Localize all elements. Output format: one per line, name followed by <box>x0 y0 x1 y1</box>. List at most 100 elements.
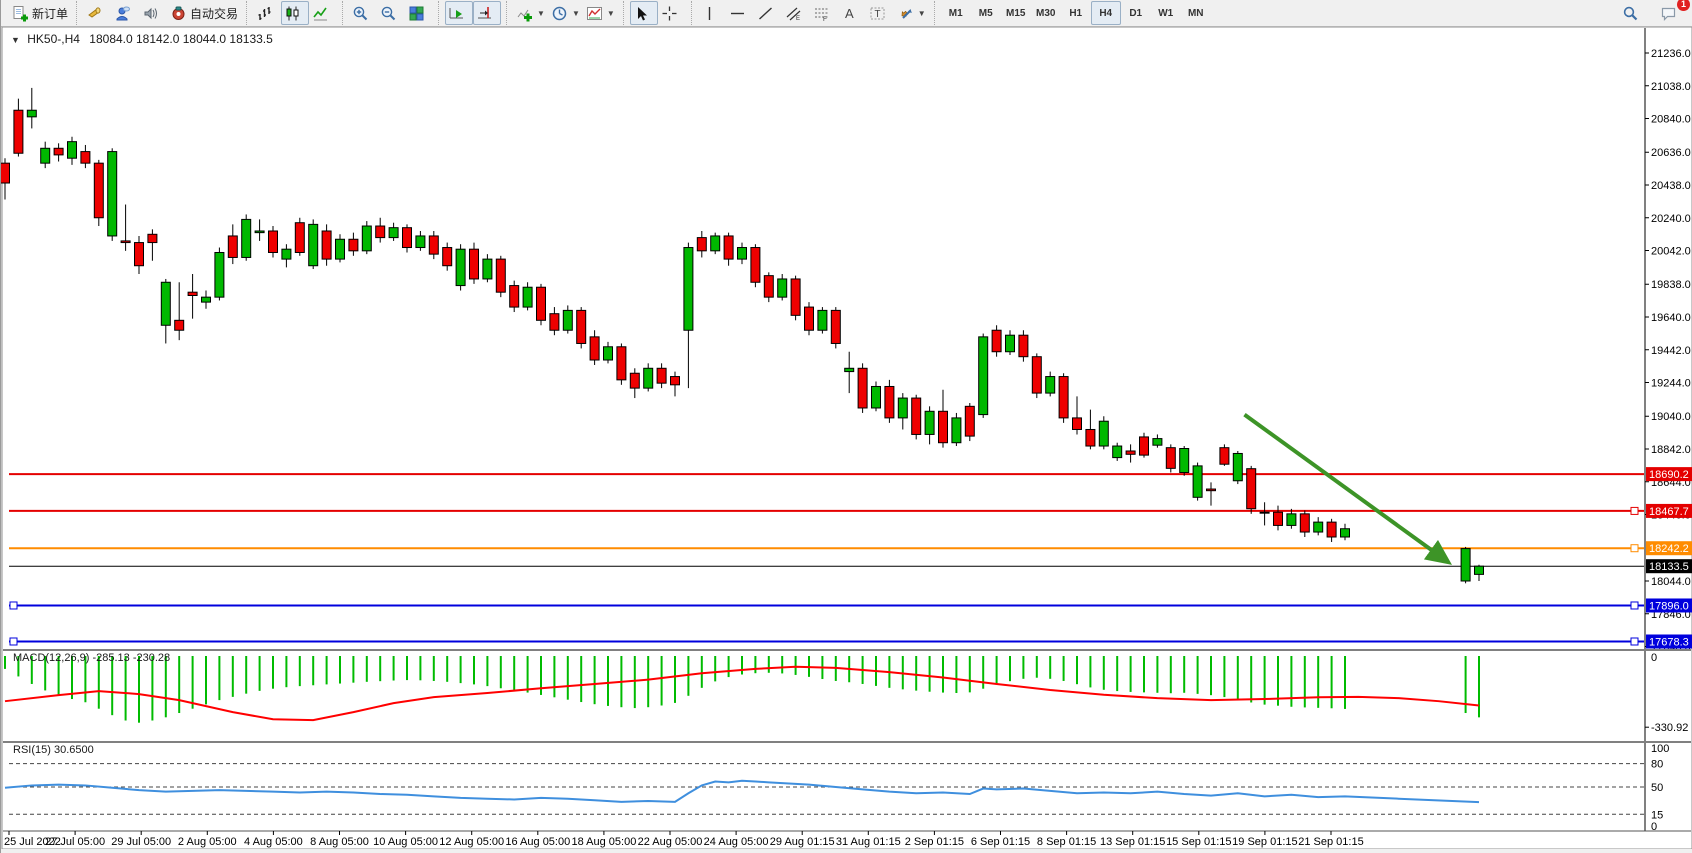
time-label[interactable]: 18 Aug 05:00 <box>571 836 636 848</box>
time-label[interactable]: 6 Sep 01:15 <box>971 836 1030 848</box>
time-label[interactable]: 19 Sep 01:15 <box>1232 836 1297 848</box>
level-handle[interactable] <box>9 637 18 646</box>
time-label[interactable]: 8 Sep 01:15 <box>1037 836 1096 848</box>
community-button[interactable] <box>111 1 139 25</box>
search-button[interactable] <box>1619 1 1647 25</box>
price-tick-label: 20438.0 <box>1651 180 1691 192</box>
auto-scroll-button[interactable] <box>445 1 474 25</box>
shapes-button[interactable]: ▼ <box>894 1 929 25</box>
zoom-in-button[interactable] <box>349 1 377 25</box>
cursor-button[interactable] <box>629 1 658 25</box>
level-handle[interactable] <box>1630 506 1639 515</box>
collapse-arrow-icon[interactable]: ▼ <box>11 35 20 45</box>
time-label[interactable]: 22 Aug 05:00 <box>638 836 703 848</box>
time-label[interactable]: 15 Sep 01:15 <box>1166 836 1231 848</box>
candle <box>1246 468 1257 510</box>
horizontal-line-button[interactable] <box>726 1 754 25</box>
toolbar-group <box>438 1 504 25</box>
market-news-button[interactable] <box>139 1 167 25</box>
time-label[interactable]: 25 Jul 2022 <box>4 836 61 848</box>
candle <box>120 240 131 244</box>
candle <box>1326 521 1337 538</box>
level-handle[interactable] <box>1630 601 1639 610</box>
indicators-button[interactable]: ▼ <box>513 1 548 25</box>
time-label[interactable]: 4 Aug 05:00 <box>244 836 303 848</box>
chart-shift-button[interactable] <box>473 1 502 25</box>
chevron-down-icon[interactable]: ▼ <box>917 8 926 18</box>
level-handle[interactable] <box>1630 544 1639 553</box>
down-arrow-annotation[interactable] <box>1243 412 1452 565</box>
chevron-down-icon[interactable]: ▼ <box>537 8 545 18</box>
level-price-label: 18133.5 <box>1649 561 1689 573</box>
time-label[interactable]: 12 Aug 05:00 <box>439 836 504 848</box>
price-tick-label: 21038.0 <box>1651 81 1691 93</box>
timeframe-button-h4[interactable]: H4 <box>1090 1 1121 25</box>
label-button[interactable]: T <box>866 1 894 25</box>
crosshair-button[interactable] <box>658 1 686 25</box>
alerts-button[interactable] <box>83 1 111 25</box>
cursor-icon <box>633 5 650 22</box>
zoom-in-icon <box>352 5 369 22</box>
timeframe-button-m30[interactable]: M30 <box>1035 7 1056 19</box>
chevron-down-icon[interactable]: ▼ <box>571 8 580 18</box>
time-label[interactable]: 31 Aug 01:15 <box>836 836 901 848</box>
tile-windows-button[interactable] <box>405 1 433 25</box>
candle <box>1340 528 1350 538</box>
candle <box>1018 334 1029 358</box>
toolbar-group: 自动交易 <box>76 1 244 25</box>
time-label[interactable]: 10 Aug 05:00 <box>373 836 438 848</box>
candle <box>817 309 828 331</box>
candle <box>388 227 399 239</box>
level-handle[interactable] <box>9 601 18 610</box>
vertical-line-button[interactable] <box>698 1 726 25</box>
timeframe-button-h1[interactable]: H1 <box>1069 7 1083 19</box>
candle <box>361 225 372 252</box>
time-label[interactable]: 16 Aug 05:00 <box>505 836 570 848</box>
time-label[interactable]: 8 Aug 05:00 <box>310 836 369 848</box>
level-price-box <box>1646 541 1692 556</box>
fibonacci-button[interactable]: F <box>810 1 838 25</box>
chart-canvas[interactable]: 21236.0 21038.0 20840.0 20636.0 20438.0 20240… <box>1 26 1692 853</box>
timeframe-button-d1[interactable]: D1 <box>1129 7 1143 19</box>
candle <box>134 242 144 267</box>
time-label[interactable]: 29 Jul 05:00 <box>111 836 171 848</box>
time-label[interactable]: 27 Jul 05:00 <box>45 836 105 848</box>
time-label[interactable]: 2 Aug 05:00 <box>178 836 237 848</box>
candle <box>522 286 533 308</box>
svg-text:E: E <box>796 16 800 22</box>
level-handle[interactable] <box>1630 637 1639 646</box>
time-label[interactable]: 24 Aug 05:00 <box>704 836 769 848</box>
periods-button[interactable]: ▼ <box>548 1 583 25</box>
zoom-out-button[interactable] <box>377 1 405 25</box>
candle <box>13 109 24 154</box>
chevron-down-icon[interactable]: ▼ <box>606 8 615 18</box>
candle <box>629 372 640 389</box>
timeframe-button-w1[interactable]: W1 <box>1158 7 1174 19</box>
time-label[interactable]: 2 Sep 01:15 <box>905 836 964 848</box>
candle <box>201 296 211 303</box>
candle <box>268 230 278 253</box>
time-label[interactable]: 21 Sep 01:15 <box>1298 836 1363 848</box>
timeframe-button-m15[interactable]: M15 <box>1005 7 1026 19</box>
time-label[interactable]: 29 Aug 01:15 <box>770 836 835 848</box>
text-button[interactable]: A <box>838 1 866 25</box>
timeframe-button-m1[interactable]: M1 <box>948 7 963 19</box>
time-label[interactable]: 13 Sep 01:15 <box>1100 836 1165 848</box>
chat-button[interactable]: 1 <box>1657 0 1690 25</box>
bar-chart-button[interactable] <box>253 1 281 25</box>
timeframe-button-m5[interactable]: M5 <box>978 7 993 19</box>
new-order-button[interactable]: 新订单 <box>9 1 71 25</box>
candlestick-button[interactable] <box>281 1 310 25</box>
auto-trading-button[interactable]: 自动交易 <box>167 1 241 25</box>
trendline-button[interactable] <box>754 1 782 25</box>
new-order-button-label: 新订单 <box>32 6 69 21</box>
candle <box>53 147 64 156</box>
channel-button[interactable]: E <box>782 1 810 25</box>
candle <box>1259 511 1270 514</box>
candle <box>67 141 77 159</box>
templates-button[interactable]: ▼ <box>583 1 618 25</box>
timeframe-button-mn[interactable]: MN <box>1187 7 1204 19</box>
chart-background <box>1 26 1692 850</box>
price-tick-label: 21236.0 <box>1651 48 1691 60</box>
line-chart-button[interactable] <box>309 1 337 25</box>
